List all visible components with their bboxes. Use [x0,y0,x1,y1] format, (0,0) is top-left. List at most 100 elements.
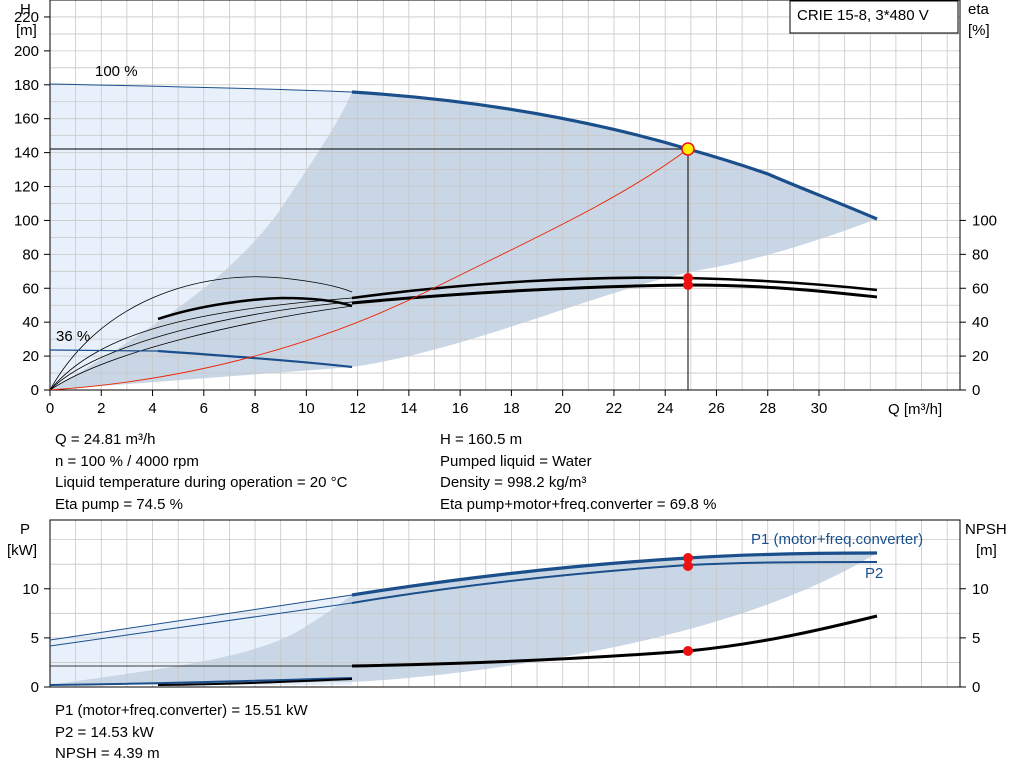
eta-tick-label: 60 [972,280,989,297]
speed-label-36: 36 % [56,328,90,345]
h-tick-label: 40 [22,314,39,331]
h-tick-label: 20 [22,348,39,365]
npsh-curve-black-low [157,678,353,686]
h-tick-label: 100 [14,212,39,229]
x-tick-label: 30 [811,400,828,417]
eta-curve-thin-a [50,276,353,390]
x-tick-label: 20 [554,400,571,417]
x-tick-label: 24 [657,400,674,417]
npsh-axis-unit: [m] [976,542,997,559]
info-speed: n = 100 % / 4000 rpm [55,452,199,470]
eta-pump-curve-low [157,296,353,321]
h-tick-label: 180 [14,77,39,94]
top-grid [50,0,960,390]
h-tick-label: 220 [14,9,39,26]
eta-curve-thin-d [50,305,353,390]
info-bottom: P1 (motor+freq.converter) = 15.51 kW P2 … [55,700,308,765]
info-h: H = 160.5 m [440,431,523,448]
operating-point-p2 [683,561,693,571]
info-top-right: H = 160.5 m Pumped liquid = Water Densit… [440,429,716,515]
eta-tick-label: 80 [972,246,989,263]
info-pumped-liquid: Pumped liquid = Water [440,452,592,470]
q-axis-label: Q [m³/h] [888,401,942,418]
h-curve-36-main [157,349,353,369]
operating-point-p1 [683,553,693,563]
eta-tick-label: 0 [972,382,980,399]
info-npsh: NPSH = 4.39 m [55,745,160,762]
eta-tick-label: 40 [972,314,989,331]
eta-curve-thin-c [50,301,353,390]
p-tick-label: 10 [22,581,39,598]
h-curve-36 [50,349,159,352]
npsh-curve [351,614,878,668]
top-ticks: 0 2 4 6 8 10 12 14 16 18 20 22 24 26 28 300204060801001… [14,9,997,417]
x-tick-label: 28 [759,400,776,417]
pump-title-box [789,0,959,34]
info-top-left: Q = 24.81 m³/h n = 100 % / 4000 rpm Liqu… [55,429,347,515]
dark-power-area [50,553,877,685]
info-density: Density = 998.2 kg/m³ [440,474,587,491]
h-axis-label: H [20,1,31,18]
p1-series-label: P1 (motor+freq.converter) [751,531,923,548]
x-tick-label: 14 [401,400,418,417]
p2-series-label: P2 [865,565,883,582]
p2-curve [351,561,878,604]
p2-curve-thin [50,602,353,647]
bottom-plot-frame [49,519,961,688]
top-plot-frame [49,0,961,391]
operating-point-eta-total [683,280,693,290]
h-axis-unit: [m] [16,22,37,39]
npsh-curve-low [50,677,353,686]
npsh-tick-label: 0 [972,679,980,696]
h-tick-label: 60 [22,280,39,297]
x-tick-label: 8 [251,400,259,417]
operating-point-npsh [683,646,693,656]
eta-tick-label: 100 [972,212,997,229]
dark-operating-area [50,92,877,390]
x-tick-label: 4 [148,400,156,417]
h-tick-label: 160 [14,111,39,128]
eta-tick-label: 20 [972,348,989,365]
p-tick-label: 5 [31,630,39,647]
x-tick-label: 6 [200,400,208,417]
npsh-tick-label: 5 [972,630,980,647]
eta-axis-label: eta [968,1,990,18]
eta-axis-unit: [%] [968,22,990,39]
info-eta-total: Eta pump+motor+freq.converter = 69.8 % [440,495,717,513]
x-tick-label: 2 [97,400,105,417]
eta-pump-curve [351,276,878,300]
x-tick-label: 18 [503,400,520,417]
x-tick-label: 12 [349,400,366,417]
x-tick-label: 22 [606,400,623,417]
bottom-ticks: 0 5 10 0 5 10 [22,581,988,696]
x-tick-label: 0 [46,400,54,417]
npsh-axis-label: NPSH [965,521,1007,538]
operating-point-h [681,142,695,156]
p-tick-label: 0 [31,679,39,696]
p-axis-label: P [20,521,30,538]
system-curve [50,148,689,390]
h-tick-label: 200 [14,43,39,60]
info-q: Q = 24.81 m³/h [55,431,156,448]
info-p2: P2 = 14.53 kW [55,723,154,741]
h-curve-100 [351,90,878,221]
npsh-tick-label: 10 [972,581,989,598]
x-tick-label: 26 [708,400,725,417]
x-tick-label: 10 [298,400,315,417]
speed-label-100: 100 % [95,63,138,80]
h-curve-100-extension [50,83,353,93]
info-p1: P1 (motor+freq.converter) = 15.51 kW [55,702,308,719]
h-tick-label: 0 [31,382,39,399]
h-tick-label: 80 [22,246,39,263]
p1-curve-thin [50,594,353,641]
x-tick-label: 16 [452,400,469,417]
h-tick-label: 120 [14,179,39,196]
info-liquid-temp: Liquid temperature during operation = 20… [55,474,348,491]
eta-total-curve [351,283,878,305]
info-eta-pump: Eta pump = 74.5 % [55,495,183,513]
p-axis-unit: [kW] [7,542,37,559]
pump-title: CRIE 15-8, 3*480 V [797,7,929,24]
operating-point-eta-pump [683,273,693,283]
eta-curve-thin-b [50,297,353,390]
